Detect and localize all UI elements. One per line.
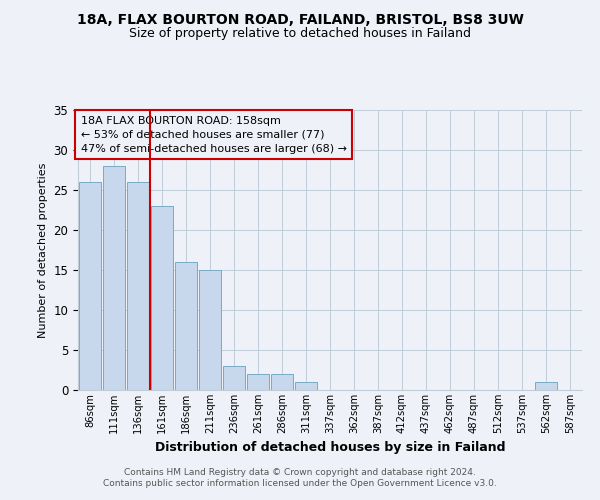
Text: Size of property relative to detached houses in Failand: Size of property relative to detached ho… [129, 28, 471, 40]
Text: Contains HM Land Registry data © Crown copyright and database right 2024.
Contai: Contains HM Land Registry data © Crown c… [103, 468, 497, 487]
Bar [271, 374, 293, 390]
Bar [223, 366, 245, 390]
Text: 18A, FLAX BOURTON ROAD, FAILAND, BRISTOL, BS8 3UW: 18A, FLAX BOURTON ROAD, FAILAND, BRISTOL… [77, 12, 523, 26]
Text: 18A FLAX BOURTON ROAD: 158sqm
← 53% of detached houses are smaller (77)
47% of s: 18A FLAX BOURTON ROAD: 158sqm ← 53% of d… [80, 116, 347, 154]
Bar [103, 166, 125, 390]
Bar [199, 270, 221, 390]
Bar [151, 206, 173, 390]
Y-axis label: Number of detached properties: Number of detached properties [38, 162, 48, 338]
Bar [127, 182, 149, 390]
Bar [175, 262, 197, 390]
X-axis label: Distribution of detached houses by size in Failand: Distribution of detached houses by size … [155, 442, 505, 454]
Bar [535, 382, 557, 390]
Bar [79, 182, 101, 390]
Bar [295, 382, 317, 390]
Bar [247, 374, 269, 390]
